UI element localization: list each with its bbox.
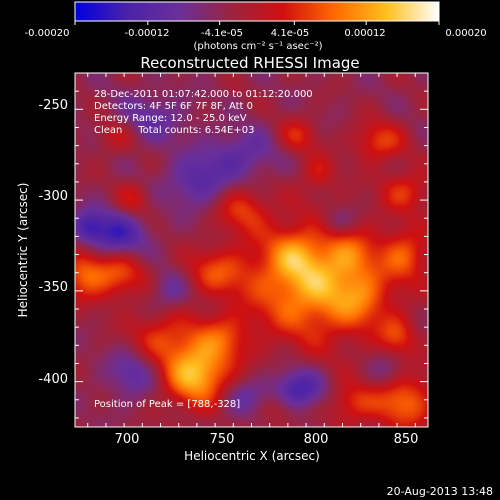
y-tick-label-250: -250 xyxy=(38,98,68,113)
annotation-detectors: Detectors: 4F 5F 6F 7F 8F, Att 0 xyxy=(94,101,253,112)
axis-ticks xyxy=(75,72,428,427)
annotation-peak-position: Position of Peak = [788,-328] xyxy=(94,399,240,410)
colorbar-tick-label-0: -0.00020 xyxy=(25,28,70,39)
chart-title: Reconstructed RHESSI Image xyxy=(140,54,359,72)
x-tick-label-800: 800 xyxy=(304,432,329,447)
colorbar-tick-label-1: -0.00012 xyxy=(125,28,170,39)
annotation-energy-range: Energy Range: 12.0 - 25.0 keV xyxy=(94,113,247,124)
footer-date: 20-Aug-2013 13:48 xyxy=(387,485,493,498)
colorbar-gradient xyxy=(74,1,440,22)
y-tick-label-350: -350 xyxy=(38,280,68,295)
x-axis-label: Heliocentric X (arcsec) xyxy=(184,449,320,463)
annotation-clean-counts: Clean Total counts: 6.54E+03 xyxy=(94,125,254,136)
plot-area xyxy=(74,72,429,428)
colorbar-units: (photons cm⁻² s⁻¹ asec⁻²) xyxy=(193,41,322,52)
colorbar-tick-label-3: 4.1e-05 xyxy=(271,28,309,39)
colorbar-ticks xyxy=(74,21,440,25)
x-tick-label-850: 850 xyxy=(394,432,419,447)
colorbar-tick-label-2: -4.1e-05 xyxy=(201,28,243,39)
x-tick-label-700: 700 xyxy=(115,432,140,447)
y-tick-label-300: -300 xyxy=(38,189,68,204)
y-tick-label-400: -400 xyxy=(38,372,68,387)
x-tick-label-750: 750 xyxy=(210,432,235,447)
heatmap-image xyxy=(75,73,428,427)
colorbar-tick-label-5: 0.00020 xyxy=(445,28,486,39)
annotation-time-range: 28-Dec-2011 01:07:42.000 to 01:12:20.000 xyxy=(94,89,313,100)
colorbar-tick-label-4: 0.00012 xyxy=(344,28,385,39)
y-axis-label: Heliocentric Y (arcsec) xyxy=(16,183,30,318)
colorbar: -0.00020 -0.00012 -4.1e-05 4.1e-05 0.000… xyxy=(25,1,487,52)
annotation-block: 28-Dec-2011 01:07:42.000 to 01:12:20.000… xyxy=(94,89,313,410)
